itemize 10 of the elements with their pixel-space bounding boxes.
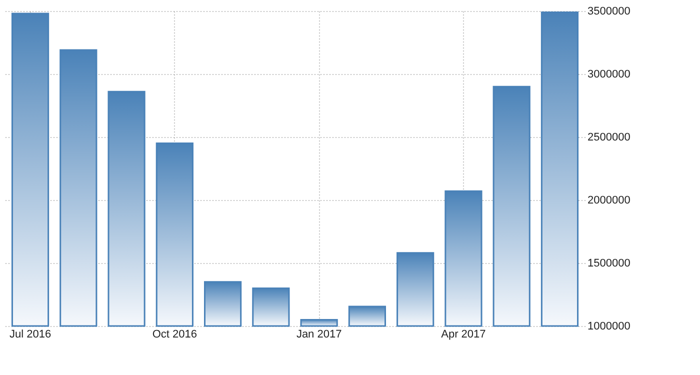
x-tick-label: Jan 2017 <box>296 328 342 340</box>
y-tick-label: 1000000 <box>588 320 630 332</box>
x-tick-label: Jul 2016 <box>9 328 52 340</box>
x-tick-label: Oct 2016 <box>152 328 197 340</box>
y-tick-label: 2500000 <box>588 132 630 144</box>
x-tick-label: Apr 2017 <box>441 328 486 340</box>
y-tick-label: 2000000 <box>588 194 630 206</box>
y-tick-label: 3000000 <box>588 68 630 80</box>
y-tick-label: 3500000 <box>588 6 630 18</box>
y-tick-label: 1500000 <box>588 258 630 270</box>
